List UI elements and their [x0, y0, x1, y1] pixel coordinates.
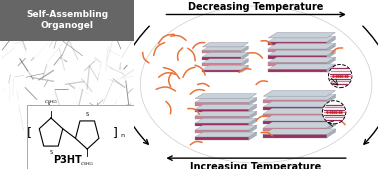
Polygon shape — [327, 57, 335, 66]
Polygon shape — [263, 108, 336, 114]
Polygon shape — [327, 115, 336, 124]
Text: S: S — [50, 150, 53, 155]
Polygon shape — [203, 43, 248, 47]
Text: [: [ — [27, 126, 32, 139]
Polygon shape — [203, 57, 242, 60]
Polygon shape — [195, 109, 249, 112]
FancyArrowPatch shape — [363, 26, 378, 144]
Polygon shape — [195, 98, 257, 102]
Polygon shape — [327, 94, 336, 103]
Polygon shape — [195, 104, 257, 109]
Polygon shape — [263, 107, 327, 110]
Polygon shape — [203, 46, 248, 50]
Polygon shape — [268, 69, 327, 73]
Polygon shape — [268, 43, 335, 49]
Polygon shape — [203, 50, 242, 53]
Polygon shape — [263, 121, 327, 124]
Polygon shape — [203, 52, 248, 57]
Polygon shape — [263, 128, 327, 131]
Polygon shape — [268, 36, 335, 42]
Polygon shape — [263, 101, 336, 107]
Polygon shape — [249, 132, 257, 140]
Polygon shape — [327, 50, 335, 59]
Polygon shape — [249, 104, 257, 112]
Polygon shape — [327, 108, 336, 117]
Polygon shape — [263, 129, 336, 135]
Polygon shape — [268, 57, 335, 62]
Polygon shape — [263, 94, 336, 100]
Polygon shape — [327, 101, 336, 110]
Polygon shape — [263, 100, 327, 103]
Circle shape — [328, 64, 352, 88]
Text: ]: ] — [113, 126, 118, 139]
Polygon shape — [249, 111, 257, 119]
Polygon shape — [268, 33, 335, 38]
Polygon shape — [195, 111, 257, 116]
Polygon shape — [268, 64, 335, 69]
Text: S: S — [86, 112, 89, 117]
FancyBboxPatch shape — [27, 105, 134, 169]
Polygon shape — [268, 49, 327, 52]
Polygon shape — [263, 91, 336, 96]
Polygon shape — [195, 102, 249, 105]
Text: $C_6H_{11}$: $C_6H_{11}$ — [80, 161, 94, 168]
FancyBboxPatch shape — [0, 0, 134, 41]
Polygon shape — [195, 125, 257, 130]
Text: Self-Assembling
Organogel: Self-Assembling Organogel — [26, 10, 108, 30]
Polygon shape — [327, 36, 335, 45]
Polygon shape — [249, 125, 257, 133]
Circle shape — [322, 101, 346, 124]
Polygon shape — [195, 123, 249, 126]
Polygon shape — [203, 65, 248, 69]
Polygon shape — [242, 59, 248, 66]
Polygon shape — [268, 55, 327, 59]
Polygon shape — [268, 42, 327, 45]
FancyArrowPatch shape — [120, 26, 149, 144]
Polygon shape — [268, 50, 335, 55]
Polygon shape — [263, 115, 336, 121]
Polygon shape — [268, 62, 327, 66]
Text: P3HT: P3HT — [53, 155, 82, 165]
Text: Increasing Temperature: Increasing Temperature — [191, 162, 322, 169]
Polygon shape — [195, 118, 257, 123]
Polygon shape — [203, 59, 248, 63]
Polygon shape — [195, 132, 257, 137]
Polygon shape — [327, 43, 335, 52]
Polygon shape — [249, 98, 257, 105]
Polygon shape — [327, 129, 336, 138]
Polygon shape — [203, 63, 242, 66]
Polygon shape — [195, 137, 249, 140]
Polygon shape — [327, 64, 335, 73]
Polygon shape — [242, 52, 248, 60]
Polygon shape — [263, 135, 327, 138]
Text: $C_6H_{11}$: $C_6H_{11}$ — [44, 99, 58, 106]
Text: n: n — [121, 133, 125, 138]
Text: Decreasing Temperature: Decreasing Temperature — [188, 2, 324, 12]
Polygon shape — [203, 69, 242, 73]
Polygon shape — [263, 114, 327, 117]
Polygon shape — [242, 46, 248, 53]
Polygon shape — [195, 130, 249, 133]
Polygon shape — [195, 94, 257, 99]
Polygon shape — [263, 122, 336, 128]
Polygon shape — [327, 122, 336, 131]
Polygon shape — [242, 65, 248, 73]
Polygon shape — [249, 118, 257, 126]
Polygon shape — [195, 116, 249, 119]
